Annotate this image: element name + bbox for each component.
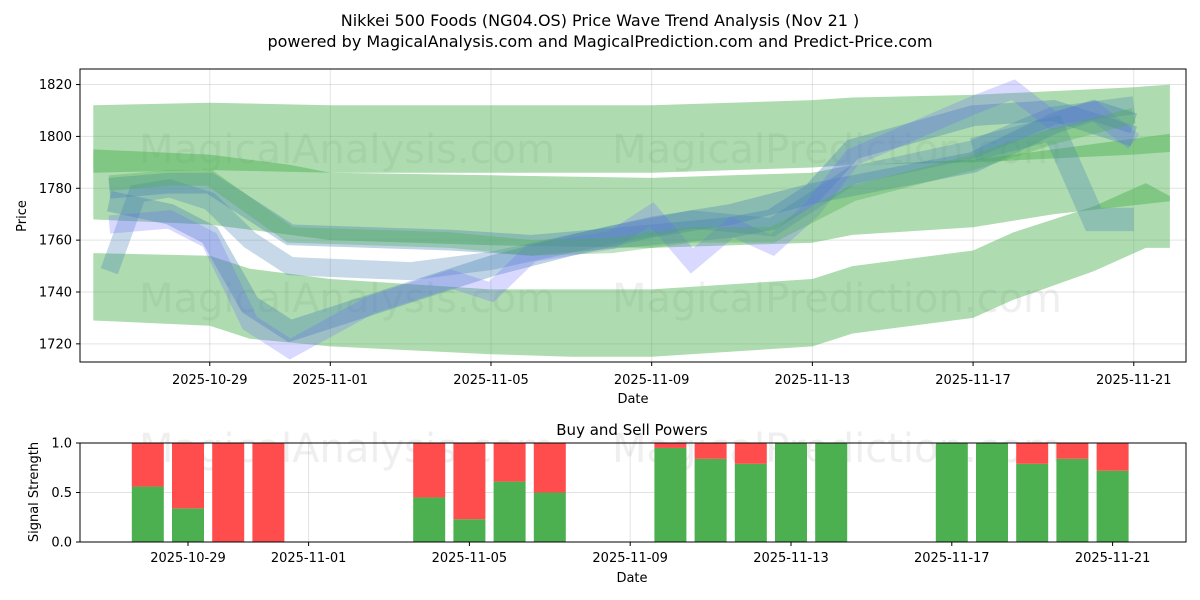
buy-bar: [815, 443, 848, 542]
y-tick-label: 1780: [39, 182, 72, 197]
x-tick-label: 2025-11-09: [614, 373, 690, 388]
buy-bar: [1016, 463, 1049, 542]
x-tick-label: 2025-11-21: [1075, 551, 1151, 566]
x-tick-label: 2025-11-09: [592, 551, 668, 566]
sell-bar: [493, 443, 526, 482]
price-plot: MagicalAnalysis.com MagicalPrediction.co…: [15, 68, 1187, 407]
x-tick-label: 2025-10-29: [172, 373, 248, 388]
watermark: MagicalPrediction.com: [612, 276, 1062, 322]
wave-b: [107, 100, 1137, 343]
sell-bar: [252, 443, 285, 542]
buy-bar: [1096, 470, 1129, 542]
sell-bar: [734, 443, 767, 464]
buy-bar: [976, 443, 1008, 542]
upper-band: [93, 84, 1170, 173]
y-tick-label: 0.0: [51, 536, 72, 551]
signal-plot: Buy and Sell Powers MagicalAnalysis.com …: [27, 421, 1187, 586]
y-tick-label: 1760: [39, 234, 72, 249]
sell-bar: [694, 443, 727, 459]
x-tick-label: 2025-11-21: [1096, 373, 1172, 388]
y-tick-label: 1720: [39, 337, 72, 352]
wave-d: [108, 79, 1140, 360]
buy-bar: [413, 497, 446, 542]
watermark: MagicalPrediction.com: [612, 127, 1062, 173]
buy-bar: [775, 443, 807, 542]
buy-bar: [453, 519, 486, 542]
buy-bar: [533, 492, 566, 542]
wave-a: [108, 99, 1137, 256]
sell-bar: [1056, 443, 1089, 459]
x-tick-label: 2025-11-17: [935, 373, 1011, 388]
y-tick-label: 1.0: [51, 437, 72, 452]
sell-bar: [413, 443, 446, 498]
x-tick-label: 2025-11-13: [775, 373, 851, 388]
sell-bar: [533, 443, 566, 493]
sell-bar: [654, 443, 687, 448]
chart-subtitle: powered by MagicalAnalysis.com and Magic…: [267, 32, 932, 51]
x-tick-label: 2025-11-01: [293, 373, 369, 388]
y-axis-label: Signal Strength: [27, 442, 42, 542]
watermark: MagicalAnalysis.com: [139, 426, 555, 472]
wave-c: [100, 96, 1135, 281]
sell-bar: [1096, 443, 1129, 471]
watermark: MagicalAnalysis.com: [139, 127, 555, 173]
buy-bar: [734, 463, 767, 542]
buy-bar: [493, 481, 526, 542]
x-tick-label: 2025-11-13: [753, 551, 829, 566]
buy-bar: [1056, 458, 1089, 542]
chart-title: Nikkei 500 Foods (NG04.OS) Price Wave Tr…: [341, 11, 860, 30]
buy-bar: [131, 486, 164, 542]
x-tick-label: 2025-11-17: [914, 551, 990, 566]
buy-bar: [654, 447, 687, 542]
plot-frame: [79, 68, 1187, 363]
x-axis-label: Date: [616, 571, 647, 586]
sell-bar: [453, 443, 486, 520]
x-tick-label: 2025-11-05: [432, 551, 508, 566]
signal-title: Buy and Sell Powers: [556, 421, 708, 439]
x-tick-label: 2025-11-01: [271, 551, 347, 566]
lower-band: [93, 183, 1170, 357]
middle-band: [93, 133, 1170, 248]
watermark: MagicalAnalysis.com: [139, 276, 555, 322]
buy-bar: [172, 508, 204, 542]
buy-bar: [694, 458, 727, 542]
sell-bar: [172, 443, 204, 509]
wave-f: [108, 108, 1136, 256]
sell-bar: [131, 443, 164, 487]
x-axis-label: Date: [617, 392, 648, 407]
y-tick-label: 1800: [39, 130, 72, 145]
buy-bar: [935, 443, 968, 542]
y-tick-label: 1820: [39, 78, 72, 93]
wave-e: [970, 114, 1134, 232]
x-tick-label: 2025-11-05: [453, 373, 529, 388]
y-axis-label: Price: [15, 200, 30, 232]
sell-bar: [212, 443, 245, 542]
y-tick-label: 1740: [39, 285, 72, 300]
y-tick-label: 0.5: [51, 486, 72, 501]
x-tick-label: 2025-10-29: [150, 551, 226, 566]
sell-bar: [1016, 443, 1049, 464]
